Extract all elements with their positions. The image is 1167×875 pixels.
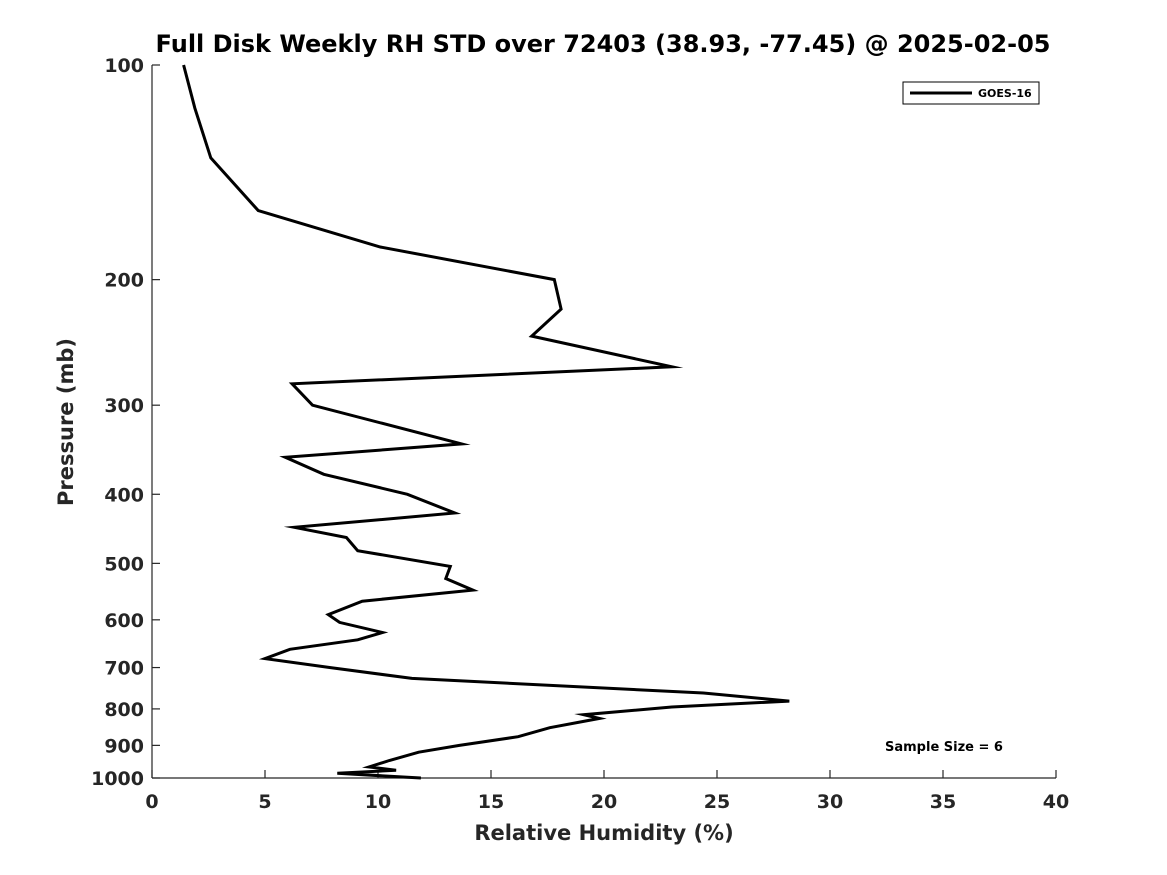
x-axis-label: Relative Humidity (%) [474, 821, 733, 845]
x-tick-label: 15 [478, 791, 504, 813]
y-tick-label: 600 [104, 610, 144, 632]
y-tick-label: 200 [104, 270, 144, 292]
plot-area: 0 5 10 15 20 25 30 35 40 100 200 300 400 500 600 700 800… [91, 55, 1069, 813]
y-tick-label: 800 [104, 699, 144, 721]
legend: GOES-16 [902, 81, 1040, 105]
x-tick-label: 30 [817, 791, 843, 813]
sample-size-annotation: Sample Size = 6 [885, 740, 1003, 755]
series-line-goes-16 [182, 64, 790, 780]
x-tick-label: 10 [365, 791, 391, 813]
x-tick-label: 20 [591, 791, 617, 813]
x-tick-label: 5 [258, 791, 271, 813]
y-axis-label: Pressure (mb) [54, 338, 78, 506]
legend-label-goes-16: GOES-16 [978, 87, 1032, 100]
y-tick-label: 700 [104, 658, 144, 680]
y-tick-label: 500 [104, 553, 144, 575]
x-tick-label: 40 [1043, 791, 1069, 813]
x-tick-label: 25 [704, 791, 730, 813]
y-tick-label: 400 [104, 484, 144, 506]
x-tick-label: 0 [145, 791, 158, 813]
chart-title: Full Disk Weekly RH STD over 72403 (38.9… [156, 30, 1051, 58]
y-tick-label: 100 [104, 55, 144, 77]
y-tick-label: 300 [104, 395, 144, 417]
y-tick-label: 900 [104, 735, 144, 757]
y-tick-label: 1000 [91, 768, 144, 790]
x-tick-label: 35 [930, 791, 956, 813]
